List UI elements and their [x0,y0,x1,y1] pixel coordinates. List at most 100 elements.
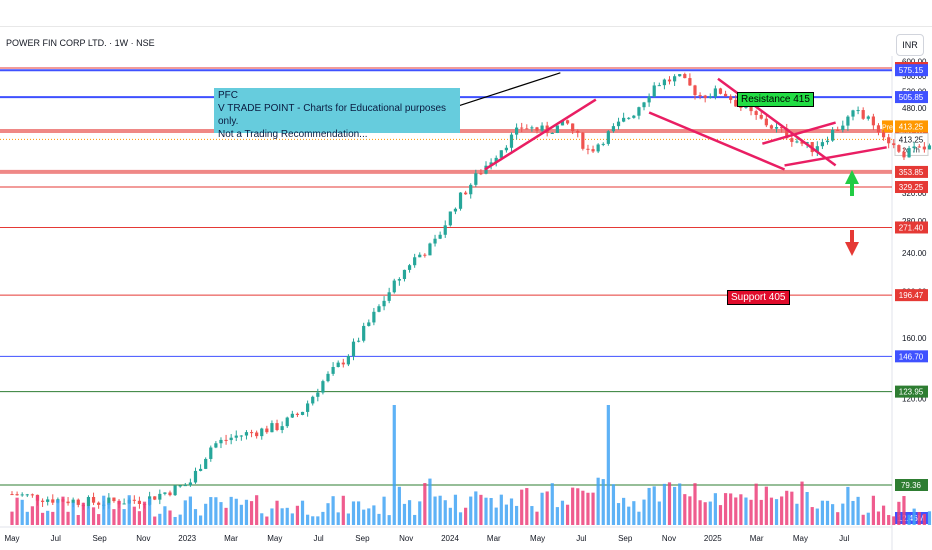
volume-bar [678,483,682,525]
candle-body [178,485,182,487]
level-price-label: 329.25 [899,183,924,192]
volume-bar [555,507,559,525]
candle-body [652,85,656,97]
candle-body [418,254,422,258]
level-price-box [895,91,928,104]
candle-body [438,234,442,239]
y-tick-label: 480.00 [902,104,927,113]
volume-bar [550,483,554,525]
candle-body [15,494,19,496]
volume-group [10,405,932,525]
volume-bar [402,503,407,525]
level-price-box [895,181,928,194]
volume-bar [382,496,386,525]
volume-bar [795,503,799,525]
candle-body [97,502,101,505]
candle-body [897,145,901,152]
candle-body [367,322,371,326]
volume-bar [188,496,192,525]
candle-body [698,95,702,97]
candle-body [525,128,529,130]
volume-bar [148,498,152,525]
volume-bar [316,516,320,525]
volume-bar [117,500,121,525]
volume-bar [158,513,162,525]
volume-bar [458,512,463,525]
y-tick-label: 240.00 [902,249,927,258]
candle-body [780,127,784,129]
candle-body [346,356,350,365]
volume-bar [265,516,269,525]
volume-bar [204,503,208,525]
volume-bar [56,499,60,525]
x-tick-label: Sep [355,534,370,543]
x-tick-label: 2025 [704,534,722,543]
pre-price-box [895,120,928,133]
volume-bar [346,513,350,525]
level-price-label: 353.85 [899,168,924,177]
candle-body [764,118,768,126]
volume-bar [453,494,458,525]
candle-body [841,125,845,131]
disclaimer-note: PFC V TRADE POINT - Charts for Education… [214,88,460,140]
candle-body [718,88,723,94]
volume-bar [178,514,182,525]
volume-bar [209,497,213,525]
volume-bar [433,496,437,525]
volume-bar [51,511,55,525]
candle-body [535,127,539,131]
candle-body [397,279,401,281]
trend-line [762,121,836,145]
volume-bar [219,502,223,525]
volume-bar [892,516,896,525]
volume-bar [683,494,687,525]
candle-body [596,144,600,152]
volume-bar [479,494,483,525]
candle-body [392,280,396,293]
candle-body [51,499,55,503]
level-price-label: 196.47 [899,291,924,300]
volume-bar [774,499,779,525]
candle-body [729,96,733,100]
candle-body [504,147,509,151]
candle-body [540,125,544,131]
volume-bar [825,500,830,525]
candle-body [912,146,916,149]
volume-bar [800,481,804,525]
candle-body [683,74,687,79]
volume-bar [499,494,503,525]
candle-body [316,392,320,397]
volume-bar [387,515,391,525]
candle-body [586,148,590,150]
volume-bar [193,509,198,525]
note-line-1: PFC [218,90,238,101]
volume-bar [306,514,310,525]
volume-bar [153,516,157,525]
candle-body [229,437,233,441]
volume-bar [214,497,218,525]
x-tick-label: Nov [399,534,413,543]
candle-body [239,435,243,437]
x-tick-label: May [267,534,282,543]
candle-body [530,127,534,129]
volume-bar [413,514,417,525]
volume-bar [300,500,305,525]
volume-bar [718,505,723,525]
level-price-box [895,289,928,302]
candle-body [673,76,677,82]
down-arrow-icon [845,230,859,256]
volume-bar [97,514,101,525]
candle-body [662,79,667,86]
x-tick-label: 2023 [178,534,196,543]
candle-body [749,106,753,112]
candle-body [351,341,356,357]
currency-button[interactable]: INR [896,34,924,56]
candle-body [647,96,651,103]
level-price-box [895,479,928,491]
candle-body [311,396,315,404]
volume-bar [642,499,646,525]
volume-bar [851,500,855,525]
volume-bar [61,496,65,525]
